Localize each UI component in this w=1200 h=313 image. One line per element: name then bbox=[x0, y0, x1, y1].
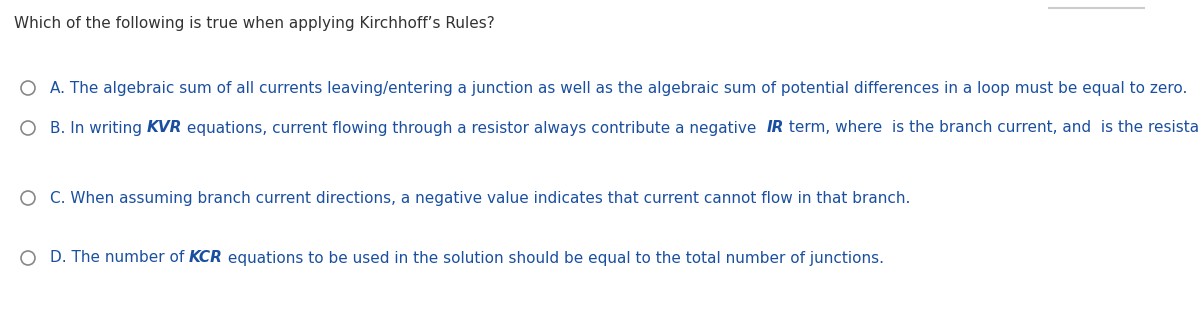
Text: D. The number of: D. The number of bbox=[50, 250, 190, 265]
Text: IR: IR bbox=[767, 121, 784, 136]
Text: A. The algebraic sum of all currents leaving/entering a junction as well as the : A. The algebraic sum of all currents lea… bbox=[50, 80, 1187, 95]
Text: C. When assuming branch current directions, a negative value indicates that curr: C. When assuming branch current directio… bbox=[50, 191, 911, 206]
Text: equations, current flowing through a resistor always contribute a negative: equations, current flowing through a res… bbox=[182, 121, 767, 136]
Text: KCR: KCR bbox=[190, 250, 223, 265]
Text: equations to be used in the solution should be equal to the total number of junc: equations to be used in the solution sho… bbox=[223, 250, 884, 265]
Text: KVR: KVR bbox=[146, 121, 182, 136]
Text: term, where  is the branch current, and  is the resistance value.: term, where is the branch current, and i… bbox=[784, 121, 1200, 136]
Text: Which of the following is true when applying Kirchhoff’s Rules?: Which of the following is true when appl… bbox=[14, 16, 494, 31]
Text: B. In writing: B. In writing bbox=[50, 121, 146, 136]
